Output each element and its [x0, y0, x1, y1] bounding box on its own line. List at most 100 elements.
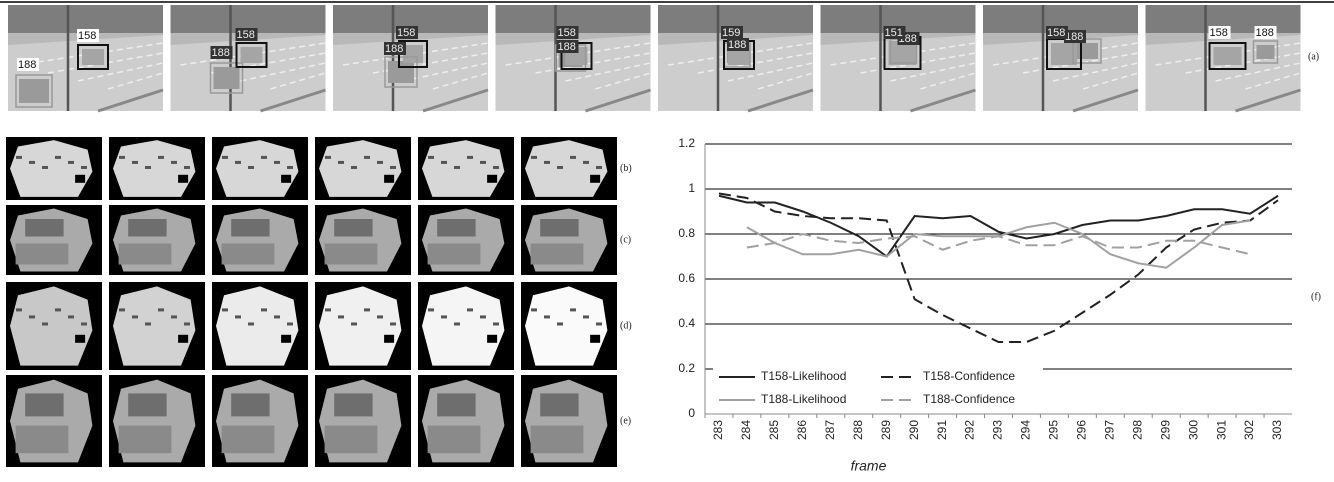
frame-rail: [747, 88, 814, 113]
x-tick-label: 296: [1075, 420, 1089, 440]
car-window: [540, 393, 579, 417]
mask-hole: [544, 160, 550, 164]
panel-label: (b): [620, 163, 632, 174]
mask-image: [109, 282, 205, 370]
mask-hole: [544, 315, 550, 319]
panel-label: (c): [620, 234, 631, 245]
mask-hole: [493, 322, 499, 326]
car: [388, 61, 414, 83]
mask-notch: [384, 174, 395, 183]
y-tick-label: 1: [688, 181, 695, 195]
mask-hole: [377, 315, 383, 319]
x-tick-label: 284: [739, 420, 753, 440]
track-box-158: [77, 44, 109, 70]
x-tick-label: 302: [1242, 420, 1256, 440]
frame-rail: [1072, 88, 1139, 113]
mask-hole: [364, 308, 370, 312]
track-label: 188: [1065, 31, 1083, 43]
mask-hole: [390, 165, 396, 169]
mask-hole: [235, 315, 241, 319]
mask-image: [418, 137, 514, 200]
mask-image: [315, 282, 411, 370]
x-tick-label: 297: [1102, 420, 1116, 440]
car-body: [221, 425, 275, 454]
mask-image: [521, 205, 617, 275]
x-tick-label: 295: [1047, 420, 1061, 440]
mask-image: [315, 137, 411, 200]
track-label-bg: [1064, 30, 1086, 43]
mask-blob: [113, 140, 196, 197]
legend-label: T188-Likelihood: [761, 392, 846, 406]
mask-blob: [422, 140, 505, 197]
car-window: [437, 219, 476, 237]
track-label: 158: [1210, 27, 1228, 39]
x-tick-label: 291: [935, 420, 949, 440]
x-tick-label: 285: [767, 420, 781, 440]
mask-hole: [570, 155, 576, 159]
mask-hole: [55, 155, 61, 159]
car-window: [437, 393, 476, 417]
mask-hole: [16, 308, 22, 312]
mask-notch: [75, 174, 86, 183]
y-tick-label: 0.4: [678, 316, 695, 330]
mask-blob: [422, 286, 505, 366]
mask-hole: [454, 322, 460, 326]
mask-hole: [480, 160, 486, 164]
car: [213, 67, 240, 89]
car: [403, 45, 423, 63]
frame-road: [170, 35, 326, 111]
mask-hole: [248, 322, 254, 326]
mask-notch: [178, 334, 189, 343]
x-tick-label: 290: [907, 420, 921, 440]
track-label-bg: [727, 38, 749, 51]
mask-hole: [29, 315, 35, 319]
mask-notch: [281, 334, 292, 343]
mask-notch: [281, 174, 292, 183]
mask-hole: [557, 322, 563, 326]
track-label: 188: [18, 59, 36, 71]
car-body: [530, 243, 584, 265]
track-label: 159: [722, 27, 740, 39]
mask-notch: [75, 334, 86, 343]
frame-rail: [422, 88, 489, 113]
mask-image: [6, 375, 102, 467]
car-window: [231, 393, 270, 417]
mask-hole: [428, 308, 434, 312]
track-label: 158: [78, 30, 96, 42]
mask-hole: [583, 315, 589, 319]
car-body: [324, 425, 378, 454]
track-label-bg: [384, 42, 406, 55]
mask-hole: [274, 315, 280, 319]
track-label-bg: [883, 26, 906, 39]
x-tick-label: 303: [1270, 420, 1284, 440]
mask-image: [212, 137, 308, 200]
video-frame: 188 158: [8, 5, 164, 113]
track-label: 158: [237, 29, 255, 41]
mask-blob: [319, 286, 402, 366]
mask-notch: [590, 174, 601, 183]
mask-hole: [42, 322, 48, 326]
mask-hole: [184, 165, 190, 169]
y-tick-label: 0.6: [678, 271, 695, 285]
mask-hole: [158, 308, 164, 312]
car-body: [427, 425, 481, 454]
mask-hole: [55, 308, 61, 312]
mask-hole: [596, 165, 602, 169]
x-tick-label: 294: [1019, 420, 1033, 440]
car-window: [231, 219, 270, 237]
y-tick-label: 1.2: [678, 136, 695, 150]
mask-hole: [261, 308, 267, 312]
car: [1051, 43, 1077, 65]
mask-hole: [390, 322, 396, 326]
mask-hole: [338, 315, 344, 319]
x-tick-label: 299: [1158, 420, 1172, 440]
mask-hole: [132, 315, 138, 319]
mask-hole: [42, 165, 48, 169]
frame-trees: [8, 5, 163, 33]
road-marking: [240, 62, 326, 82]
track-box-188: [384, 56, 418, 88]
